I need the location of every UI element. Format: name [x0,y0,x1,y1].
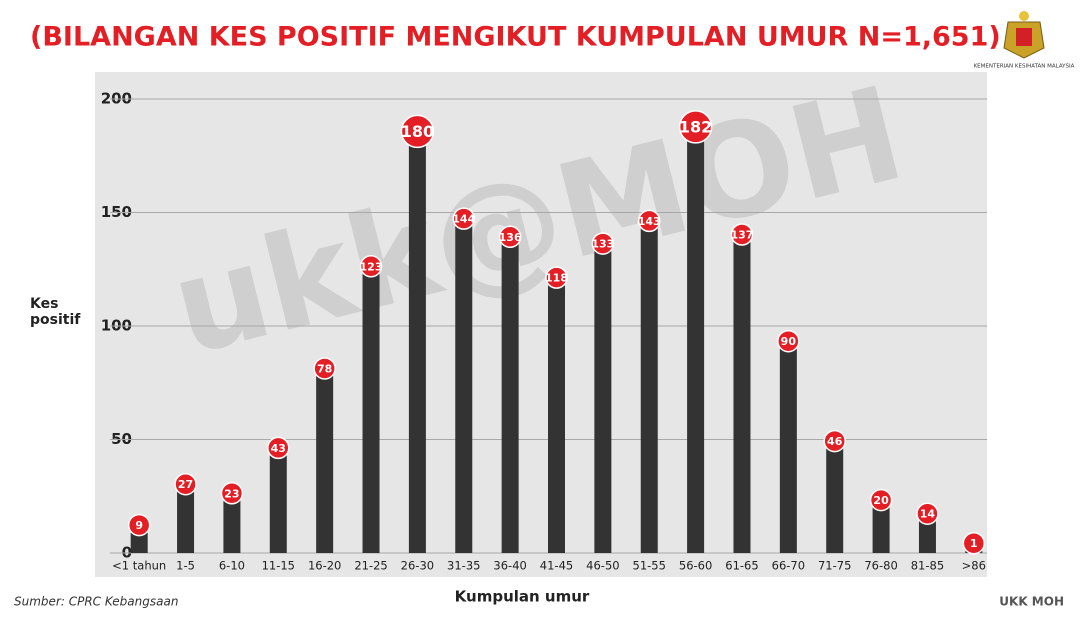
value-label: 90 [781,335,797,348]
value-label-badge [498,225,522,249]
value-label-badge [823,429,846,453]
x-tick-label: 1-5 [176,559,195,573]
bar [455,226,473,553]
value-label: 78 [317,362,332,375]
x-tick-label: 61-65 [725,559,758,573]
x-tick-label: 11-15 [262,559,295,573]
bar [918,521,936,553]
value-label: 46 [827,435,843,448]
bar [223,500,241,553]
bar [269,455,287,553]
bar [779,348,797,553]
bar [872,507,890,553]
value-label-badge [916,502,939,525]
x-tick-label: 31-35 [447,559,480,573]
value-label: 43 [271,442,286,455]
value-label: 137 [730,229,753,242]
value-label: 14 [920,508,936,521]
x-tick-label: 46-50 [586,559,619,573]
value-label: 123 [360,260,383,273]
value-label-badge [174,472,197,496]
value-label: 136 [499,231,522,244]
x-tick-label: >86 [962,559,986,573]
value-label: 144 [452,213,475,226]
x-tick-label: <1 tahun [112,559,166,573]
x-tick-label: 21-25 [354,559,387,573]
value-label-badge [313,357,336,380]
y-axis-label: Kes positif [30,296,81,328]
value-label: 143 [638,215,661,228]
value-label: 23 [224,487,239,500]
logo [1003,11,1045,59]
value-label: 118 [545,272,568,285]
value-label-badge [267,436,290,460]
value-label-badge [452,207,476,230]
bar [362,273,380,553]
value-label-badge [637,209,661,233]
x-tick-label: 66-70 [772,559,805,573]
footer: UKK MOH [999,595,1064,609]
source: Sumber: CPRC Kebangsaan [14,595,178,609]
value-label-badge [777,329,800,353]
logo-text: KEMENTERIAN KESIHATAN MALAYSIA [974,64,1075,70]
chart-title: (BILANGAN KES POSITIF MENGIKUT KUMPULAN … [30,22,1001,53]
value-label: 9 [135,519,143,532]
x-tick-label: 81-85 [911,559,944,573]
value-label: 182 [679,117,712,136]
value-label-badge [730,223,754,246]
x-tick-label: 56-60 [679,559,712,573]
bar [594,251,612,553]
bar [130,532,148,553]
x-tick-label: 6-10 [219,559,245,573]
x-tick-label: 16-20 [308,559,341,573]
bar [548,285,565,553]
x-tick-label: 76-80 [864,559,897,573]
value-label: 180 [401,122,434,141]
value-label-badge [127,513,151,537]
value-label: 20 [873,494,889,507]
value-label-badge [359,255,383,278]
x-tick-label: 26-30 [401,559,434,573]
x-tick-label: 71-75 [818,559,851,573]
bar [408,144,426,553]
bar [687,139,705,554]
value-label-badge [220,482,244,505]
bar [826,448,844,553]
value-label-badge [400,114,435,149]
value-label: 133 [591,238,614,251]
x-tick-label: 51-55 [633,559,666,573]
value-label-badge [678,110,713,144]
x-tick-label: 41-45 [540,559,573,573]
bar [177,491,195,553]
value-label-badge [869,488,893,512]
bar [733,242,751,553]
bar [640,228,658,553]
x-tick-label: 36-40 [493,559,526,573]
value-label: 27 [178,478,193,491]
bar [501,244,519,553]
value-label-badge [591,232,615,255]
x-axis-label: Kumpulan umur [455,588,590,606]
value-label-badge [962,531,986,555]
value-label: 1 [970,537,978,550]
value-label-badge [545,266,568,289]
bar [316,375,334,553]
